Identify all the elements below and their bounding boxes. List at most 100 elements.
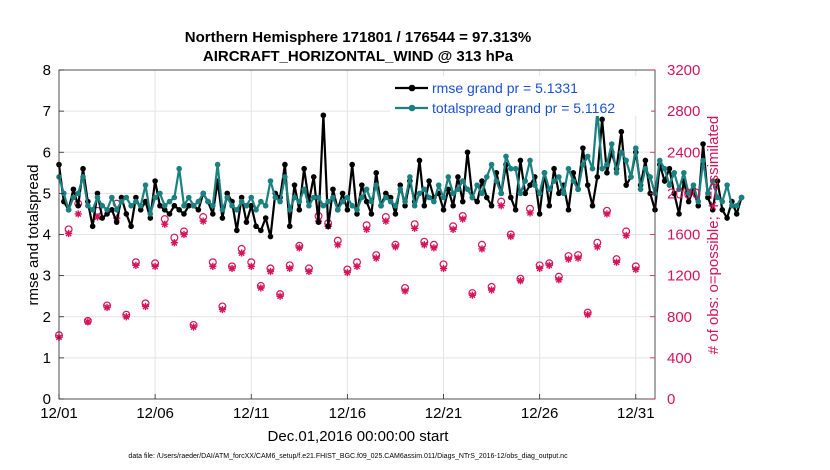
spread-point	[253, 207, 259, 213]
spread-point	[642, 165, 649, 172]
spread-point	[219, 207, 226, 213]
rmse-point	[80, 165, 86, 172]
rmse-point	[479, 178, 485, 184]
spread-point	[700, 157, 706, 164]
spread-point	[128, 202, 134, 209]
spread-point	[185, 194, 192, 201]
rmse-point	[733, 211, 740, 217]
rmse-point	[310, 174, 317, 180]
spread-point	[637, 186, 644, 193]
spread-point	[210, 202, 216, 209]
spread-point	[695, 198, 702, 205]
spread-point	[339, 198, 346, 205]
assimilated-obs-marker	[276, 292, 284, 300]
rmse-point	[508, 194, 514, 201]
spread-point	[589, 165, 596, 172]
rmse-point	[565, 207, 572, 213]
assimilated-obs-marker	[65, 229, 73, 238]
legend-rmse-label: rmse grand pr = 5.1331	[432, 80, 578, 96]
spread-point	[565, 165, 572, 172]
rmse-point	[580, 145, 586, 151]
spread-point	[608, 141, 615, 147]
rmse-point	[440, 207, 447, 213]
spread-point	[479, 190, 485, 197]
spread-point	[724, 182, 730, 188]
rmse-point	[450, 202, 456, 209]
spread-point	[248, 194, 255, 201]
assimilated-obs-marker	[516, 277, 525, 285]
rmse-point	[387, 194, 394, 201]
spread-point	[440, 194, 447, 201]
spread-point	[599, 165, 605, 172]
rmse-point	[267, 233, 274, 240]
assimilated-obs-marker	[132, 261, 140, 269]
spread-point	[575, 186, 581, 193]
x-tick-label: 12/01	[40, 405, 78, 422]
assimilated-obs-marker	[382, 217, 390, 225]
rmse-point	[517, 157, 524, 164]
spread-point	[493, 178, 500, 184]
rmse-point	[253, 223, 259, 230]
rmse-point	[402, 202, 408, 209]
assimilated-obs-marker	[420, 241, 428, 249]
y-tick-label: 1	[43, 350, 51, 367]
ticks: 0 1 2 3 4 5 6 7 8 0 400 800 1200 1600 2000 2400 2800 3200…	[40, 62, 700, 422]
rmse-point	[589, 202, 596, 209]
assimilated-obs-marker	[343, 268, 351, 277]
assimilated-obs-marker	[430, 244, 438, 252]
assimilated-obs-marker	[228, 264, 236, 273]
assimilated-obs-marker	[391, 243, 400, 251]
rmse-point	[349, 161, 355, 168]
rmse-point	[243, 219, 250, 225]
rmse-point	[147, 215, 154, 221]
spread-point	[455, 186, 461, 193]
assimilated-obs-marker	[170, 239, 178, 247]
rmse-point	[714, 178, 721, 184]
assimilated-obs-marker	[439, 264, 448, 273]
rmse-point	[685, 198, 692, 205]
spread-point	[99, 202, 106, 209]
spread-point	[632, 145, 639, 151]
spread-point	[89, 207, 96, 213]
rmse-point	[551, 165, 557, 172]
rmse-point	[354, 211, 360, 217]
y-tick-label: 8	[43, 62, 51, 79]
rmse-point	[75, 202, 82, 209]
legend-spread-label: totalspread grand pr = 5.1162	[432, 100, 615, 116]
rmse-point	[594, 174, 601, 180]
spread-point	[546, 186, 553, 193]
x-tick-label: 12/26	[521, 405, 559, 422]
spread-point	[85, 202, 91, 209]
spread-point	[666, 182, 673, 188]
rmse-point	[709, 207, 716, 213]
rmse-point	[488, 202, 495, 209]
rmse-point	[286, 223, 293, 230]
spread-point	[503, 153, 509, 160]
spread-point	[157, 190, 163, 197]
rmse-point	[483, 194, 490, 201]
spread-point	[104, 207, 110, 213]
rmse-point	[695, 202, 702, 209]
spread-point	[416, 190, 423, 197]
assimilated-obs-marker	[122, 313, 130, 321]
spread-point	[113, 207, 120, 213]
rmse-point	[556, 190, 562, 197]
assimilated-obs-marker	[84, 318, 92, 326]
assimilated-obs-marker	[612, 258, 621, 266]
spread-point	[522, 178, 529, 184]
assimilated-obs-marker	[266, 267, 275, 276]
spread-point	[315, 194, 322, 201]
spread-point	[359, 194, 365, 201]
spread-point	[628, 174, 634, 180]
rmse-point	[584, 182, 591, 188]
rmse-point	[171, 202, 178, 209]
spread-point	[483, 174, 490, 180]
spread-point	[133, 198, 139, 205]
rmse-point	[133, 194, 139, 201]
spread-point	[690, 182, 697, 188]
rmse-point	[181, 211, 187, 217]
legend-box	[390, 76, 651, 116]
spread-point	[498, 190, 504, 197]
rmse-point	[176, 207, 182, 213]
spread-point	[661, 165, 668, 172]
